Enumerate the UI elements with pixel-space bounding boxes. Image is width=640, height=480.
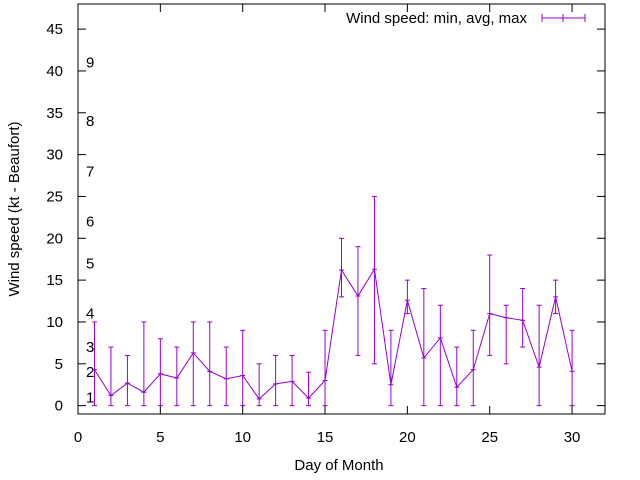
beaufort-scale-annotations: 1 2 3 4 5 6 7 8 9: [86, 55, 94, 407]
x-tick-label: 10: [234, 429, 251, 446]
series-lines: [94, 267, 573, 400]
beaufort-label: 7: [86, 163, 94, 180]
beaufort-label: 3: [86, 339, 94, 356]
x-tick-label: 25: [481, 429, 498, 446]
x-axis-label: Day of Month: [294, 457, 383, 474]
y-tick-label: 10: [46, 314, 63, 331]
beaufort-label: 4: [86, 306, 94, 323]
y-tick-label: 30: [46, 147, 63, 164]
y-tick-label: 45: [46, 21, 63, 38]
legend: Wind speed: min, avg, max: [346, 10, 586, 27]
x-axis-ticks: 0 5 10 15 20 25 30: [74, 4, 581, 446]
y-tick-label: 20: [46, 230, 63, 247]
beaufort-label: 8: [86, 113, 94, 130]
y-axis-label: Wind speed (kt - Beaufort): [6, 121, 23, 296]
y-tick-label: 25: [46, 188, 63, 205]
beaufort-label: 9: [86, 55, 94, 72]
x-tick-label: 0: [74, 429, 82, 446]
beaufort-label: 2: [86, 364, 94, 381]
legend-label: Wind speed: min, avg, max: [346, 10, 527, 27]
avg-line: [94, 267, 573, 400]
beaufort-label: 6: [86, 214, 94, 231]
y-tick-label: 15: [46, 272, 63, 289]
plot-frame: [77, 3, 606, 415]
y-tick-label: 40: [46, 63, 63, 80]
x-tick-label: 15: [317, 429, 334, 446]
y-tick-label: 5: [55, 356, 63, 373]
x-tick-label: 20: [399, 429, 416, 446]
y-tick-label: 0: [55, 398, 63, 415]
beaufort-label: 1: [86, 389, 94, 406]
error-bars: [91, 195, 575, 407]
y-tick-label: 35: [46, 105, 63, 122]
x-tick-label: 5: [156, 429, 164, 446]
x-tick-label: 30: [564, 429, 581, 446]
beaufort-label: 5: [86, 255, 94, 272]
